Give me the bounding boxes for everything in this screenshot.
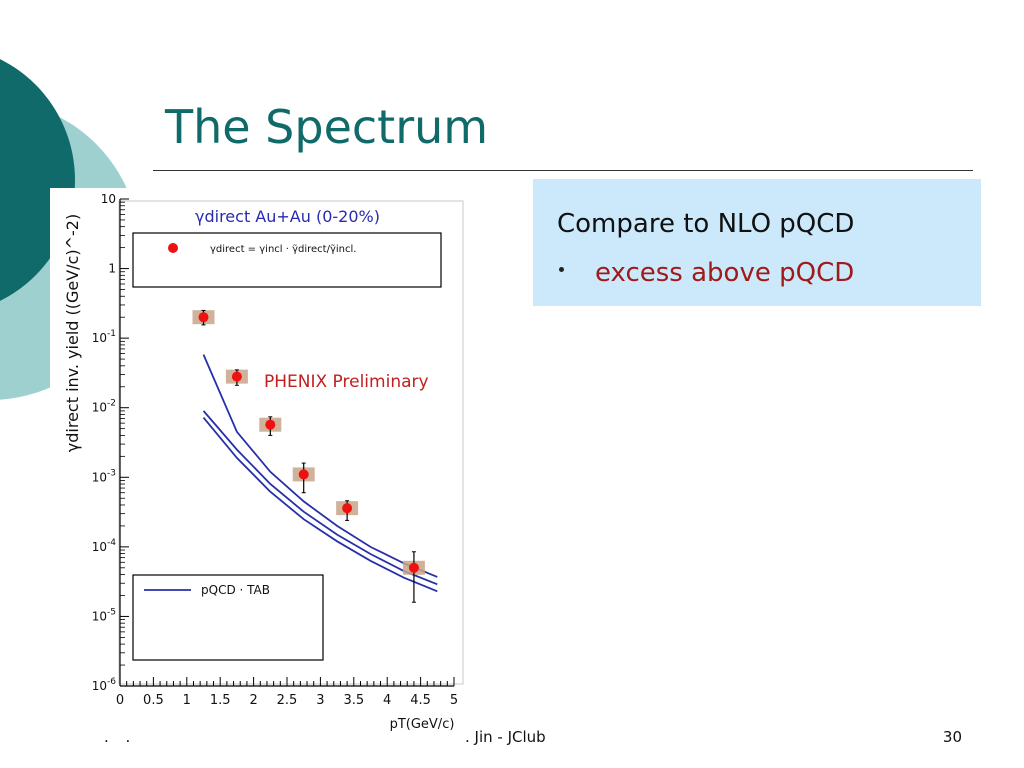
bullet-icon bbox=[559, 267, 564, 272]
data-point-marker bbox=[298, 469, 309, 480]
x-tick-label: 0 bbox=[116, 693, 124, 708]
chart-title: γdirect Au+Au (0-20%) bbox=[195, 207, 380, 226]
data-point-marker bbox=[342, 503, 353, 514]
y-tick-label: 10-1 bbox=[92, 329, 116, 345]
footer-text: . Jin - JClub bbox=[465, 728, 546, 746]
x-tick-label: 3 bbox=[316, 693, 324, 708]
callout-bullet-text: excess above pQCD bbox=[595, 258, 855, 288]
title-divider bbox=[153, 170, 973, 171]
x-tick-label: 4.5 bbox=[410, 693, 431, 708]
pqcd-curve-line bbox=[202, 417, 438, 593]
data-point-marker bbox=[265, 419, 276, 430]
pqcd-curve-line bbox=[202, 354, 438, 578]
y-tick-label: 10-2 bbox=[92, 399, 116, 415]
legend-box-top bbox=[132, 232, 442, 288]
pqcd-curves bbox=[202, 354, 438, 593]
callout-box: Compare to NLO pQCD excess above pQCD bbox=[533, 179, 981, 306]
y-axis-label: γdirect inv. yield ((GeV/c)^-2) bbox=[63, 214, 82, 452]
x-tick-label: 4 bbox=[383, 693, 391, 708]
x-tick-label: 5 bbox=[450, 693, 458, 708]
chart-axes: 0 0.5 1 1.5 2 2.5 3 3.5 4 4.5 5 10 1 10-1 10-2 10-3 10-4… bbox=[92, 192, 458, 708]
legend-label-pqcd: pQCD · TAB bbox=[201, 583, 270, 597]
y-tick-label: 10-5 bbox=[92, 607, 116, 623]
chart-labels: γdirect Au+Au (0-20%) γdirect = γincl · γ… bbox=[63, 207, 454, 732]
pqcd-curve-line bbox=[202, 410, 438, 586]
data-point-marker bbox=[198, 312, 209, 323]
x-axis-label: pT(GeV/c) bbox=[390, 717, 455, 732]
y-tick-label: 1 bbox=[108, 262, 116, 276]
x-tick-label: 1.5 bbox=[210, 693, 231, 708]
legend-marker-point bbox=[168, 243, 178, 253]
page-number: 30 bbox=[942, 728, 962, 746]
data-points bbox=[192, 309, 425, 603]
phenix-preliminary-label: PHENIX Preliminary bbox=[264, 372, 429, 392]
x-tick-label: 3.5 bbox=[343, 693, 364, 708]
data-point-marker bbox=[231, 371, 242, 382]
y-tick-label: 10-6 bbox=[92, 677, 117, 693]
legend-label-point: γdirect = γincl · γ̃direct/γ̃incl. bbox=[210, 243, 356, 255]
spectrum-chart: 0 0.5 1 1.5 2 2.5 3 3.5 4 4.5 5 10 1 10-1 10-2 10-3 10-4… bbox=[50, 188, 470, 736]
slide-title: The Spectrum bbox=[165, 100, 489, 154]
x-tick-label: 1 bbox=[183, 693, 191, 708]
data-point-marker bbox=[408, 562, 419, 573]
x-tick-label: 2 bbox=[249, 693, 257, 708]
x-tick-label: 0.5 bbox=[143, 693, 164, 708]
x-tick-label: 2.5 bbox=[277, 693, 298, 708]
footer-left-text: . . bbox=[104, 728, 137, 746]
y-tick-label: 10 bbox=[101, 192, 116, 206]
plot-frame bbox=[118, 200, 464, 685]
y-tick-label: 10-4 bbox=[92, 538, 117, 554]
callout-heading: Compare to NLO pQCD bbox=[557, 209, 855, 239]
y-tick-label: 10-3 bbox=[92, 468, 116, 484]
